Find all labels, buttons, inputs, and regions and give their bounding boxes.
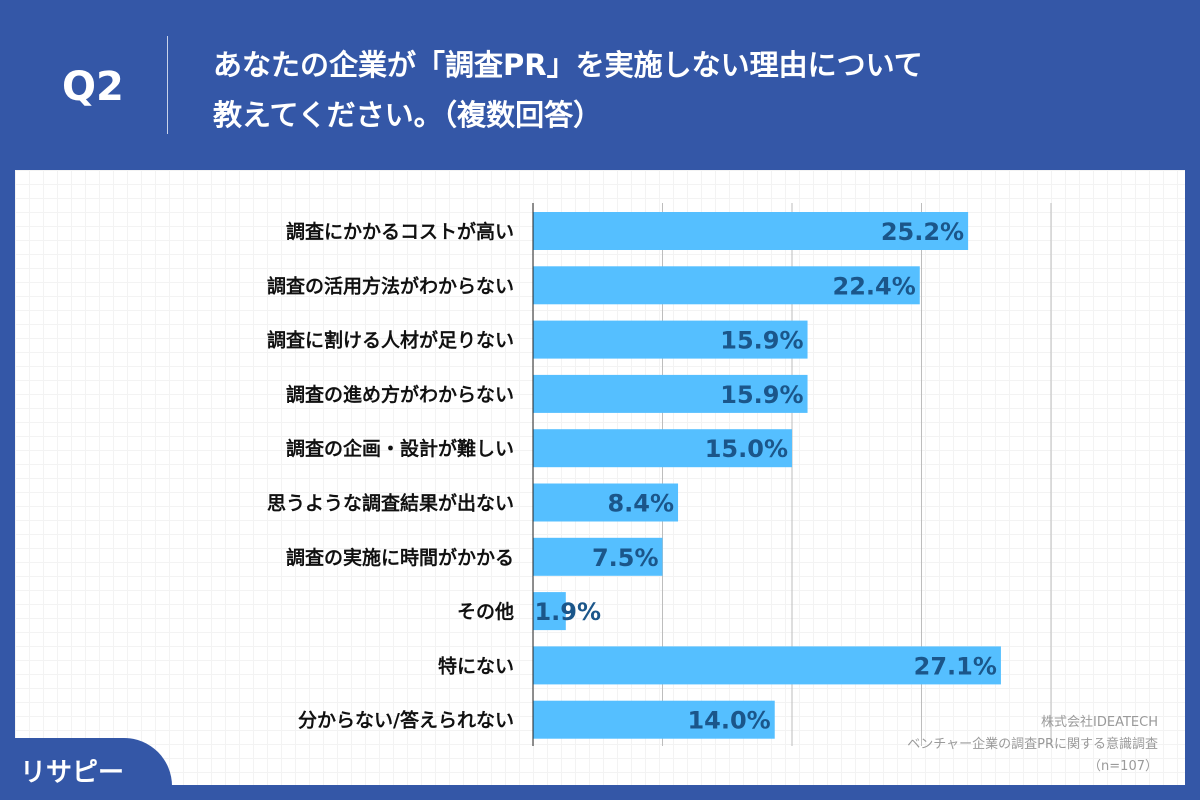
divider (167, 36, 168, 134)
value-label: 15.0% (705, 435, 788, 463)
value-label: 22.4% (833, 272, 916, 300)
bar (533, 320, 808, 359)
value-label: 15.9% (720, 327, 803, 355)
value-label: 14.0% (687, 707, 770, 735)
category-label: 調査の活用方法がわからない (267, 274, 514, 297)
category-label: 思うような調査結果が出ない (267, 492, 514, 515)
category-label: 特にない (438, 655, 514, 677)
source-survey: ベンチャー企業の調査PRに関する意識調査 (907, 737, 1158, 752)
bar (533, 646, 1001, 685)
bar (533, 266, 920, 305)
category-label: 調査にかかるコストが高い (286, 220, 514, 243)
category-label: 調査に割ける人材が足りない (267, 329, 514, 352)
category-label: 調査の進め方がわからない (286, 383, 514, 406)
logo-text: リサピー (20, 758, 125, 788)
value-label: 25.2% (881, 218, 964, 246)
source-note: 株式会社IDEATECH ベンチャー企業の調査PRに関する意識調査 （n=107… (907, 712, 1158, 778)
source-company: 株式会社IDEATECH (1041, 715, 1158, 730)
category-label: 分からない/答えられない (298, 709, 514, 732)
bar (533, 483, 679, 522)
bar (533, 537, 663, 576)
value-label: 1.9% (534, 598, 601, 626)
category-label: 調査の実施に時間がかかる (286, 546, 514, 569)
bar (533, 429, 792, 468)
value-label: 27.1% (914, 652, 997, 680)
bar (533, 212, 969, 250)
title-line-2: 教えてください。（複数回答） (213, 98, 603, 132)
page-title: あなたの企業が「調査PR」を実施しない理由について 教えてください。（複数回答） (213, 40, 1113, 140)
category-label: 調査の企画・設計が難しい (286, 437, 514, 460)
source-sample: （n=107） (1088, 759, 1158, 774)
bar (533, 592, 566, 631)
bar (533, 374, 808, 413)
category-label: その他 (457, 600, 514, 623)
value-label: 15.9% (720, 381, 803, 409)
question-number: Q2 (62, 64, 124, 110)
value-label: 7.5% (592, 544, 659, 572)
bar (533, 700, 775, 739)
title-line-1: あなたの企業が「調査PR」を実施しない理由について (213, 48, 923, 82)
value-label: 8.4% (607, 490, 674, 518)
logo: リサピー (0, 738, 172, 800)
